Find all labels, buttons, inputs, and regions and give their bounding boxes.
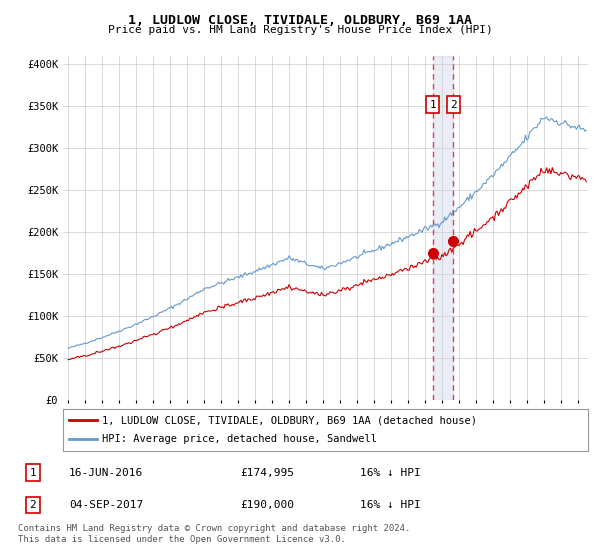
Text: HPI: Average price, detached house, Sandwell: HPI: Average price, detached house, Sand… [103,435,377,445]
Bar [433,56,453,400]
Text: 16-JUN-2016: 16-JUN-2016 [69,468,143,478]
Text: 16% ↓ HPI: 16% ↓ HPI [360,468,421,478]
Text: 1: 1 [429,100,436,110]
Text: 1: 1 [29,468,37,478]
Text: 04-SEP-2017: 04-SEP-2017 [69,500,143,510]
Text: 1, LUDLOW CLOSE, TIVIDALE, OLDBURY, B69 1AA (detached house): 1, LUDLOW CLOSE, TIVIDALE, OLDBURY, B69 … [103,415,478,425]
Text: 2: 2 [29,500,37,510]
Text: 2: 2 [450,100,457,110]
Text: £174,995: £174,995 [240,468,294,478]
Text: Price paid vs. HM Land Registry's House Price Index (HPI): Price paid vs. HM Land Registry's House … [107,25,493,35]
Text: 16% ↓ HPI: 16% ↓ HPI [360,500,421,510]
Text: 1, LUDLOW CLOSE, TIVIDALE, OLDBURY, B69 1AA: 1, LUDLOW CLOSE, TIVIDALE, OLDBURY, B69 … [128,14,472,27]
Text: Contains HM Land Registry data © Crown copyright and database right 2024.
This d: Contains HM Land Registry data © Crown c… [18,524,410,544]
Text: £190,000: £190,000 [240,500,294,510]
